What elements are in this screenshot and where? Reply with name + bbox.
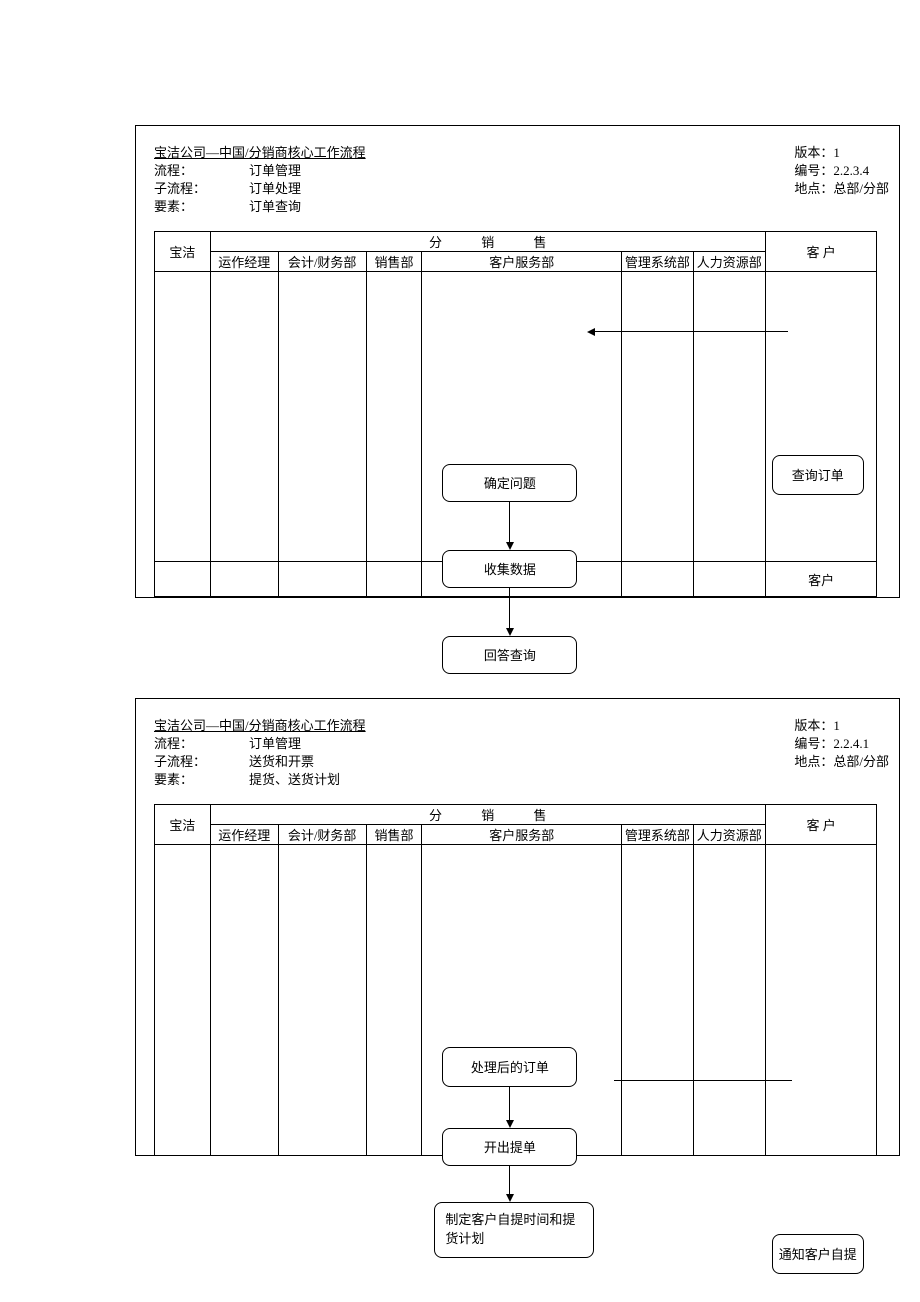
swimlane-2: 宝洁 分 销 售 客 户 运作经理 会计/财务部 销售部 客户服务部 管理系统部… <box>154 804 889 1155</box>
box-answer-query: 回答查询 <box>442 636 577 674</box>
panel-title: 宝洁公司—中国/分销商核心工作流程 <box>154 144 366 162</box>
box-collect-data: 收集数据 <box>442 550 577 588</box>
box-notify-pickup: 通知客户自提 <box>772 1234 864 1274</box>
swimlane-1: 宝洁 分 销 售 客 户 运作经理 会计/财务部 销售部 客户服务部 管理系统部… <box>154 231 889 597</box>
process-panel-2: 宝洁公司—中国/分销商核心工作流程 流程：订单管理 子流程：送货和开票 要素：提… <box>135 698 900 1156</box>
panel-title: 宝洁公司—中国/分销商核心工作流程 <box>154 717 366 735</box>
box-query-order: 查询订单 <box>772 455 864 495</box>
box-issue-bill: 开出提单 <box>442 1128 577 1166</box>
box-pickup-plan: 制定客户自提时间和提货计划 <box>434 1202 594 1258</box>
box-identify-issue: 确定问题 <box>442 464 577 502</box>
process-panel-1: 宝洁公司—中国/分销商核心工作流程 流程：订单管理 子流程：订单处理 要素：订单… <box>135 125 900 598</box>
box-processed-order: 处理后的订单 <box>442 1047 577 1087</box>
